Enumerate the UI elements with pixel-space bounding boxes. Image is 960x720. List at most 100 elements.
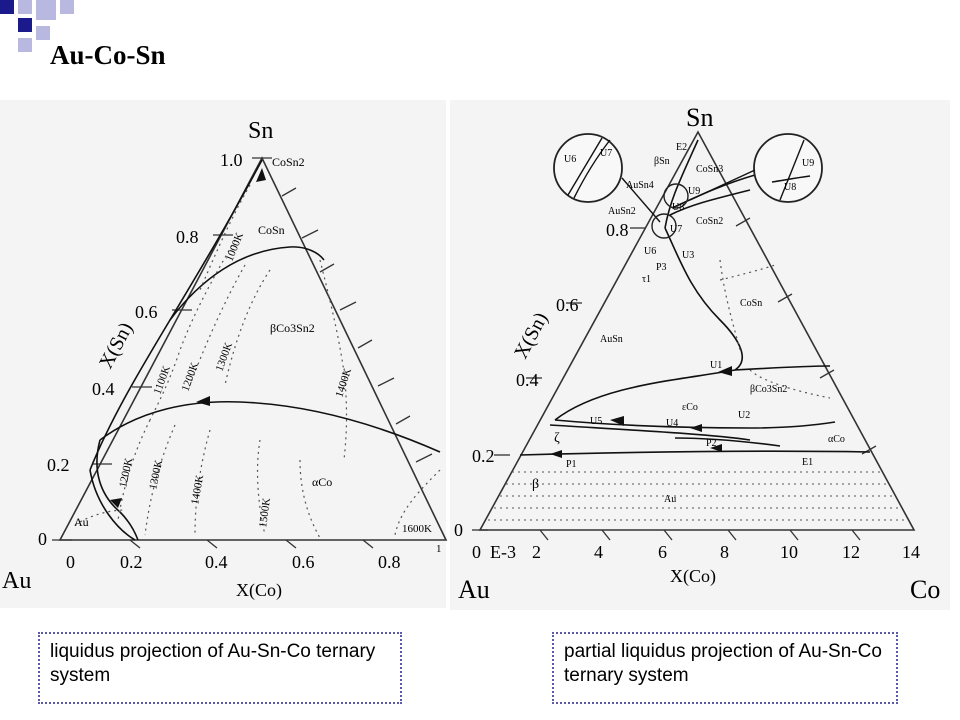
- left-ternary-diagram: Sn Au X(Sn) X(Co) 1.0 0.8 0.6 0.4 0.2 0 …: [0, 100, 448, 608]
- right-phase-u8: U8: [672, 202, 684, 213]
- right-inset-u9: U9: [802, 158, 814, 169]
- right-tick-0-6: 0.6: [556, 295, 579, 315]
- right-phase-ausn2: AuSn2: [608, 206, 636, 217]
- right-phase-u9: U9: [688, 186, 700, 197]
- right-btick-14: 14: [902, 542, 920, 562]
- right-phase-eco: εCo: [682, 402, 698, 413]
- right-phase-labels-top: E2 βSn CoSn3 AuSn4 U9 U8 AuSn2 CoSn2 U7 …: [608, 142, 723, 285]
- left-tick-0: 0: [38, 529, 47, 549]
- right-corner-au: Au: [458, 575, 490, 604]
- left-btick-1: 1: [436, 543, 442, 555]
- right-phase-cosn: CoSn: [740, 298, 762, 309]
- left-phase-labels: CoSn2 CoSn βCo3Sn2 αCo Au: [74, 155, 332, 529]
- caption-left: liquidus projection of Au-Sn-Co ternary …: [38, 632, 402, 704]
- right-tick-0: 0: [454, 520, 463, 540]
- left-btick-0: 0: [66, 552, 75, 572]
- right-phase-e1: E1: [802, 457, 813, 468]
- right-phase-aco: αCo: [828, 434, 845, 445]
- left-iso-1500k: 1500K: [257, 497, 273, 528]
- right-phase-u4: U4: [666, 418, 678, 429]
- left-axis-xco: X(Co): [236, 580, 282, 601]
- left-isotherms: [74, 184, 441, 539]
- left-phase-cosn2: CoSn2: [272, 155, 305, 169]
- left-btick-0-4: 0.4: [205, 552, 228, 572]
- right-apex-sn: Sn: [686, 103, 713, 132]
- left-tick-0-6: 0.6: [135, 302, 158, 322]
- deco-square-7: [18, 38, 32, 52]
- left-corner-au: Au: [2, 568, 31, 594]
- left-axis-left-tick-labels: 1.0 0.8 0.6 0.4 0.2 0: [38, 150, 243, 549]
- right-phase-u5: U5: [590, 416, 602, 427]
- right-phase-u2: U2: [738, 410, 750, 421]
- right-phase-labels-mid: CoSn AuSn U1 βCo3Sn2 U5 εCo U2 U4 αCo ζ …: [532, 298, 845, 505]
- right-phase-e2: E2: [676, 142, 687, 153]
- right-phase-u7: U7: [670, 224, 682, 235]
- left-phase-bco3sn2: βCo3Sn2: [270, 321, 315, 335]
- deco-square-4: [60, 0, 74, 14]
- right-axis-left-tick-labels: 0.8 0.6 0.4 0.2 0: [454, 220, 629, 540]
- right-inset-u8: U8: [784, 182, 796, 193]
- right-inset-u7: U7: [600, 148, 612, 159]
- deco-square-3: [36, 0, 56, 20]
- right-dotted-boundaries: [719, 259, 831, 399]
- left-tick-0-4: 0.4: [92, 379, 115, 399]
- right-phase-u3: U3: [682, 250, 694, 261]
- caption-right: partial liquidus projection of Au-Sn-Co …: [552, 632, 898, 704]
- right-inset-right-circle: [753, 133, 823, 203]
- right-inset-labels: U6 U7 U9 U8: [564, 148, 814, 193]
- right-phase-ausn: AuSn: [600, 334, 623, 345]
- left-phase-au: Au: [74, 515, 89, 529]
- right-btick-8: 8: [720, 542, 729, 562]
- right-phase-tau1: τ1: [642, 274, 651, 285]
- right-phase-beta: β: [532, 477, 539, 492]
- left-curve-arrows: [110, 168, 266, 508]
- right-beta-region-hatch: [488, 471, 908, 521]
- right-phase-cosn3: CoSn3: [696, 164, 723, 175]
- left-btick-0-2: 0.2: [120, 552, 143, 572]
- right-phase-p1: P1: [566, 459, 577, 470]
- deco-square-5: [18, 18, 32, 32]
- right-btick-6: 6: [658, 542, 667, 562]
- deco-square-6: [36, 26, 50, 40]
- right-phase-u6: U6: [644, 246, 656, 257]
- left-phase-aco: αCo: [312, 475, 332, 489]
- right-axis-ticks: [472, 217, 877, 541]
- left-triangle-outline: [58, 156, 448, 541]
- slide-title: Au-Co-Sn: [50, 40, 166, 70]
- deco-square-1: [0, 0, 14, 14]
- right-phase-cosn2: CoSn2: [696, 216, 723, 227]
- right-axis-bottom-tick-labels: 0 2 4 6 8 10 12 14: [472, 542, 920, 562]
- right-ternary-diagram: Sn Au Co X(Sn) X(Co) E-3 0.8 0.6 0.4 0.2…: [450, 100, 950, 610]
- right-phase-au: Au: [664, 494, 676, 505]
- left-tick-0-2: 0.2: [47, 455, 70, 475]
- left-btick-0-6: 0.6: [292, 552, 315, 572]
- right-btick-10: 10: [780, 542, 798, 562]
- right-inset-leader-lines: [621, 169, 756, 223]
- right-curve-arrows: [550, 366, 732, 458]
- right-zoom-circle-lower: [651, 213, 677, 239]
- right-phase-zeta: ζ: [554, 431, 560, 446]
- right-tick-0-8: 0.8: [606, 220, 629, 240]
- right-phase-bsn: βSn: [654, 156, 670, 167]
- right-phase-u1: U1: [710, 360, 722, 371]
- left-axis-ticks: [52, 157, 433, 549]
- right-inset-left-circle: [553, 133, 623, 203]
- right-btick-4: 4: [594, 542, 603, 562]
- left-iso-1400k-b: 1400K: [189, 474, 206, 506]
- right-phase-p2: P2: [706, 438, 717, 449]
- left-iso-1600k: 1600K: [402, 523, 432, 535]
- left-tick-0-8: 0.8: [176, 227, 199, 247]
- right-inset-curves: [567, 137, 811, 201]
- left-btick-0-8: 0.8: [378, 552, 401, 572]
- right-btick-12: 12: [842, 542, 860, 562]
- deco-square-2: [18, 0, 32, 14]
- right-btick-0: 0: [472, 542, 481, 562]
- right-triangle-outline: [478, 130, 916, 531]
- left-axis-bottom-tick-labels: 0 0.2 0.4 0.6 0.8 1: [66, 543, 442, 572]
- right-phase-p3: P3: [656, 262, 667, 273]
- right-inset-u6: U6: [564, 154, 576, 165]
- right-corner-co: Co: [910, 575, 940, 604]
- left-liquidus-curves: [89, 159, 441, 541]
- right-tick-0-2: 0.2: [472, 446, 495, 466]
- right-tick-0-4: 0.4: [516, 370, 539, 390]
